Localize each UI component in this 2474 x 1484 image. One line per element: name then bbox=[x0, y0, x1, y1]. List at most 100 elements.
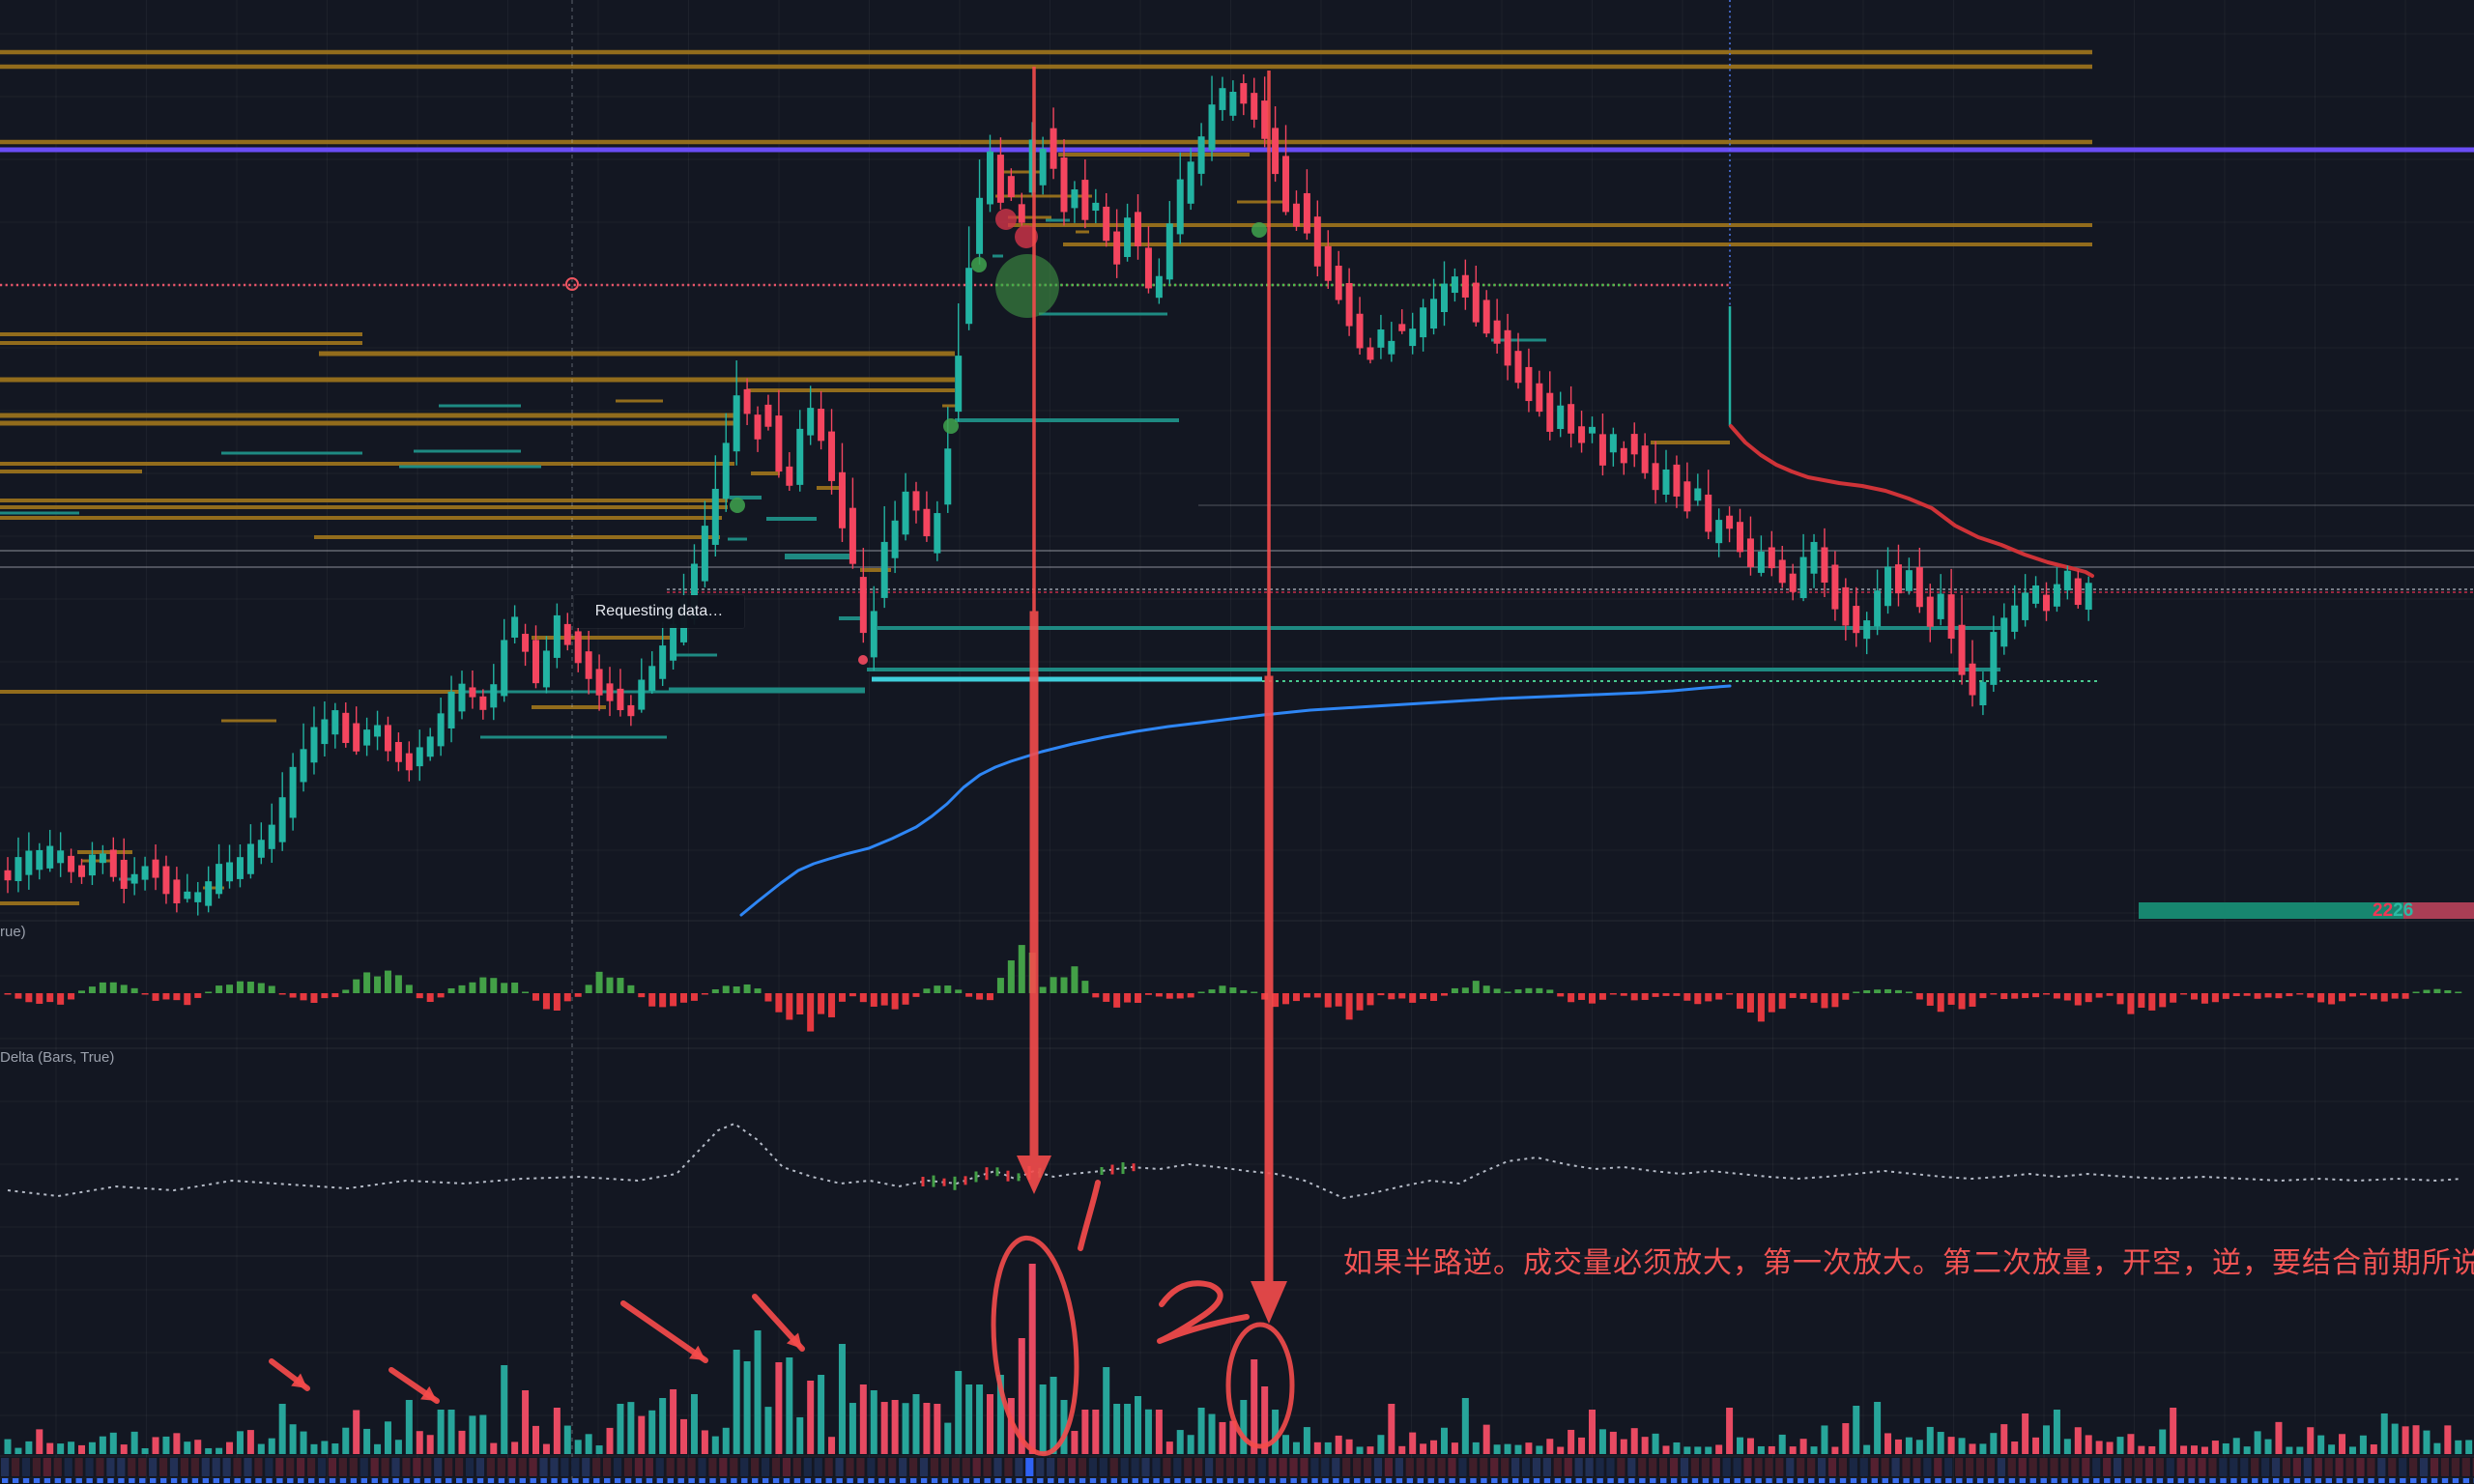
strip-bar bbox=[1532, 1458, 1541, 1476]
delta-histogram-bar bbox=[1737, 993, 1744, 1010]
volume-bar bbox=[1430, 1440, 1438, 1454]
candle-body bbox=[1990, 632, 1998, 685]
teal-level-lines[interactable] bbox=[0, 218, 2000, 881]
volume-bar bbox=[2380, 1413, 2388, 1454]
delta-histogram-bar bbox=[1208, 989, 1216, 993]
candle-body bbox=[141, 866, 149, 880]
strip-blue-dash bbox=[519, 1478, 526, 1483]
candle-body bbox=[1451, 276, 1458, 294]
delta-histogram-bar bbox=[289, 993, 297, 998]
strip-blue-dash bbox=[1237, 1478, 1245, 1483]
strip-bar bbox=[1649, 1458, 1657, 1476]
volume-bar bbox=[1124, 1404, 1132, 1454]
candle-body bbox=[363, 729, 371, 746]
candle-body bbox=[818, 409, 825, 442]
strip-bar bbox=[2082, 1458, 2090, 1476]
strip-blue-dash bbox=[318, 1478, 326, 1483]
candle-body bbox=[1420, 307, 1427, 338]
strip-bar bbox=[1965, 1458, 1974, 1476]
strip-bar bbox=[275, 1458, 284, 1476]
volume-bar bbox=[1398, 1445, 1406, 1454]
strip-bar bbox=[328, 1458, 337, 1476]
strip-blue-dash bbox=[1406, 1478, 1414, 1483]
strip-blue-dash bbox=[1935, 1478, 1942, 1483]
volume-bar bbox=[754, 1330, 762, 1454]
strip-blue-dash bbox=[2124, 1478, 2132, 1483]
volume-bar bbox=[2359, 1435, 2367, 1454]
volume-bar bbox=[1990, 1433, 1998, 1454]
strip-blue-dash bbox=[2252, 1478, 2258, 1483]
strip-blue-dash bbox=[1956, 1478, 1963, 1483]
strip-bar bbox=[2123, 1458, 2133, 1476]
volume-bar bbox=[1050, 1377, 1057, 1454]
delta-histogram-bar bbox=[2232, 993, 2240, 997]
volume-pane bbox=[4, 1264, 2473, 1454]
delta-histogram-bar bbox=[1894, 989, 1902, 993]
volume-bar bbox=[934, 1404, 941, 1454]
delta-histogram-bar bbox=[2444, 989, 2452, 993]
strip-bar bbox=[1680, 1458, 1689, 1476]
strip-blue-dash bbox=[107, 1478, 114, 1483]
volume-bar bbox=[88, 1441, 96, 1454]
volume-bar bbox=[405, 1400, 413, 1454]
strip-blue-dash bbox=[1068, 1478, 1076, 1483]
strip-bar bbox=[233, 1458, 242, 1476]
delta-histogram-bar bbox=[257, 983, 265, 993]
candle-body bbox=[1831, 564, 1839, 610]
delta-histogram-bar bbox=[1187, 993, 1194, 998]
delta-histogram-bar bbox=[68, 993, 75, 1000]
delta-histogram-bar bbox=[1219, 985, 1226, 993]
candle-body bbox=[300, 749, 307, 783]
orange-level-lines[interactable] bbox=[0, 49, 2092, 905]
candle-body bbox=[437, 713, 445, 747]
strip-blue-dash bbox=[1164, 1478, 1170, 1483]
strip-blue-dash bbox=[1987, 1478, 1995, 1483]
delta-histogram-bar bbox=[1313, 993, 1321, 998]
strip-blue-dash bbox=[889, 1478, 896, 1483]
strip-blue-dash bbox=[1670, 1478, 1678, 1483]
candle-body bbox=[1609, 434, 1617, 453]
candle-body bbox=[1937, 593, 1944, 619]
chinese-annotation-text[interactable]: 如果半路逆。成交量必须放大，第一次放大。第二次放量，开空，逆，要结合前期所说的 bbox=[1343, 1247, 2474, 1279]
delta-histogram-bar bbox=[405, 985, 413, 993]
strip-blue-dash bbox=[1966, 1478, 1973, 1483]
delta-histogram-bar bbox=[1557, 993, 1565, 997]
candle-body bbox=[1409, 328, 1417, 347]
delta-histogram-bar bbox=[1863, 989, 1871, 993]
candle-body bbox=[574, 631, 582, 664]
delta-histogram-bar bbox=[46, 993, 54, 1003]
delta-histogram-bar bbox=[1292, 993, 1300, 1002]
candle-body bbox=[353, 723, 360, 752]
red-annotation-ellipse[interactable] bbox=[1225, 1322, 1295, 1449]
candle-body bbox=[1726, 515, 1734, 529]
red-signal-circle bbox=[1015, 225, 1038, 248]
strip-blue-dash bbox=[878, 1478, 885, 1483]
candle-body bbox=[1124, 217, 1132, 258]
delta-histogram-bar bbox=[1926, 993, 1934, 1006]
candle-body bbox=[754, 414, 762, 440]
strip-bar bbox=[1416, 1458, 1424, 1476]
delta-histogram-pane bbox=[4, 945, 2462, 1032]
candle-body bbox=[194, 892, 202, 902]
big-red-arrow-head[interactable] bbox=[1251, 1281, 1287, 1324]
big-red-arrow-head[interactable] bbox=[1017, 1156, 1051, 1194]
red-annotation-ellipse[interactable] bbox=[985, 1235, 1084, 1457]
delta-histogram-bar bbox=[1461, 987, 1469, 993]
strip-bar bbox=[1859, 1458, 1868, 1476]
strip-blue-dash bbox=[1058, 1478, 1065, 1483]
delta-histogram-bar bbox=[4, 993, 12, 995]
volume-bar bbox=[1905, 1437, 1913, 1454]
strip-blue-dash bbox=[1808, 1478, 1815, 1483]
hand-drawn-annotations[interactable] bbox=[269, 67, 1295, 1457]
candle-body bbox=[1662, 469, 1670, 495]
strip-bar bbox=[2071, 1458, 2080, 1476]
volume-bar bbox=[2286, 1446, 2293, 1454]
candle-body bbox=[1144, 247, 1152, 289]
delta-histogram-bar bbox=[1504, 991, 1511, 993]
volume-bar bbox=[1863, 1444, 1871, 1454]
strip-blue-dash bbox=[1882, 1478, 1888, 1483]
delta-histogram-bar bbox=[173, 993, 181, 1001]
strip-blue-dash bbox=[245, 1478, 251, 1483]
